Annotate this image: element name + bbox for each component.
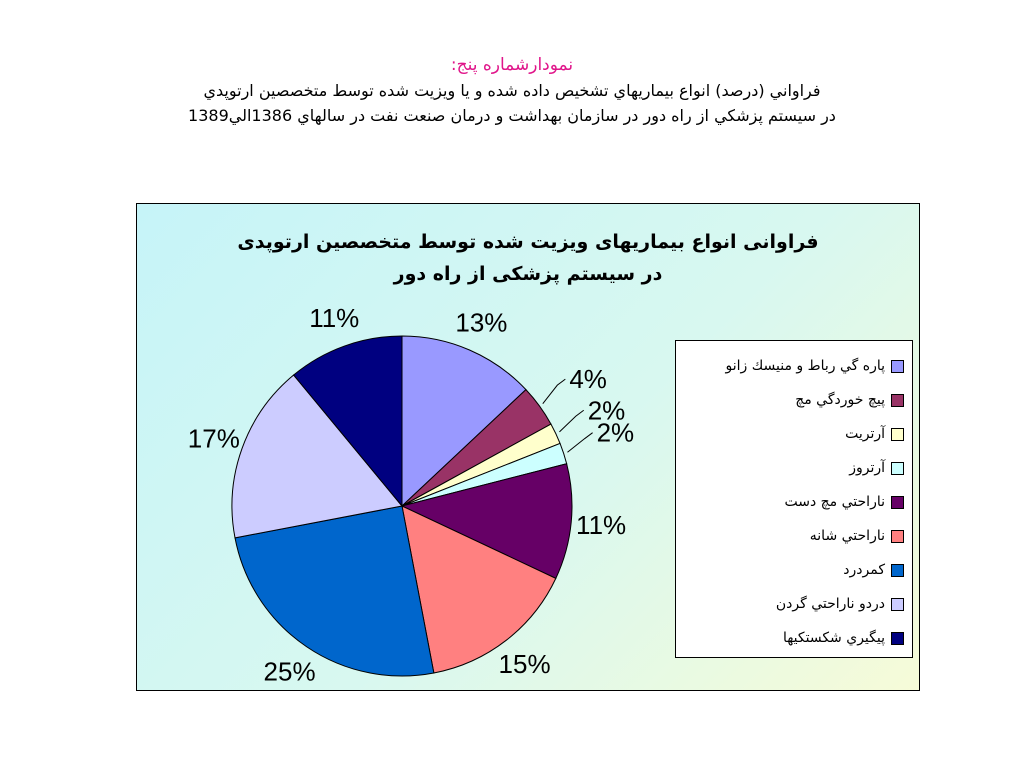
pie-chart: 13%4%2%2%11%15%25%17%11% <box>188 303 635 687</box>
legend-label-4: آرتروز <box>849 460 885 476</box>
leader-line-3 <box>559 409 585 433</box>
pie-slice-5 <box>400 463 573 580</box>
pie-slice-1 <box>401 335 527 508</box>
data-label-8: 17% <box>188 423 240 453</box>
leader-line-4 <box>567 432 593 453</box>
legend-swatch-4 <box>891 461 904 475</box>
legend-label-6: ناراحتي شانه <box>809 528 885 544</box>
slide-subtitle-line1: فراواني (درصد) انواع بيماريهاي تشخيص داد… <box>203 81 821 100</box>
chart-area: فراوانی انواع بیماریهای ویزیت شده توسط م… <box>136 203 920 691</box>
data-label-3: 2% <box>588 395 626 425</box>
slide-subtitle-line2: در سيستم پزشكي از راه دور در سازمان بهدا… <box>188 106 836 125</box>
legend-swatch-7 <box>891 563 904 577</box>
pie-slice-6 <box>401 505 557 674</box>
data-label-5: 11% <box>576 510 626 540</box>
legend-swatch-1 <box>891 359 904 373</box>
legend-swatch-3 <box>891 427 904 441</box>
legend-item-9: پيگيري شكستكيها <box>684 621 904 655</box>
pie-slice-9 <box>292 335 403 508</box>
legend-label-5: ناراحتي مچ دست <box>784 494 885 510</box>
data-label-7: 25% <box>264 656 316 686</box>
legend-label-1: پاره گي رباط و منيسك زانو <box>725 358 886 374</box>
legend-item-2: پيچ خوردگي مچ <box>684 383 904 417</box>
legend-label-3: آرتريت <box>845 426 885 442</box>
data-label-2: 4% <box>569 364 607 394</box>
legend-item-6: ناراحتي شانه <box>684 519 904 553</box>
pie-slice-7 <box>234 505 435 677</box>
data-label-1: 13% <box>455 307 507 337</box>
legend-label-9: پيگيري شكستكيها <box>782 630 885 646</box>
legend-item-4: آرتروز <box>684 451 904 485</box>
legend-label-2: پيچ خوردگي مچ <box>795 392 885 408</box>
legend-swatch-2 <box>891 393 904 407</box>
slide-header: نمودارشماره پنج: فراواني (درصد) انواع بي… <box>0 52 1024 128</box>
legend-swatch-8 <box>891 597 904 611</box>
chart-subtitle: در سیستم پزشکی از راه دور <box>393 263 663 285</box>
legend-swatch-6 <box>891 529 904 543</box>
slide-title: نمودارشماره پنج: <box>450 55 574 75</box>
legend-item-3: آرتريت <box>684 417 904 451</box>
leader-line-2 <box>542 378 566 405</box>
data-label-4: 2% <box>597 418 635 448</box>
legend-item-1: پاره گي رباط و منيسك زانو <box>684 349 904 383</box>
legend-item-5: ناراحتي مچ دست <box>684 485 904 519</box>
chart-title: فراوانی انواع بیماریهای ویزیت شده توسط م… <box>237 231 819 253</box>
legend-label-8: دردو ناراحتي گردن <box>775 596 885 612</box>
legend-item-8: دردو ناراحتي گردن <box>684 587 904 621</box>
legend-item-7: كمردرد <box>684 553 904 587</box>
legend-swatch-5 <box>891 495 904 509</box>
chart-legend: پاره گي رباط و منيسك زانو پيچ خوردگي مچ آر… <box>675 340 913 658</box>
data-label-9: 11% <box>309 303 359 333</box>
legend-swatch-9 <box>891 631 904 645</box>
legend-label-7: كمردرد <box>843 562 885 578</box>
chart-title-block: فراوانی انواع بیماریهای ویزیت شده توسط م… <box>137 226 919 290</box>
pie-slice-8 <box>231 374 403 539</box>
data-label-6: 15% <box>499 649 551 679</box>
